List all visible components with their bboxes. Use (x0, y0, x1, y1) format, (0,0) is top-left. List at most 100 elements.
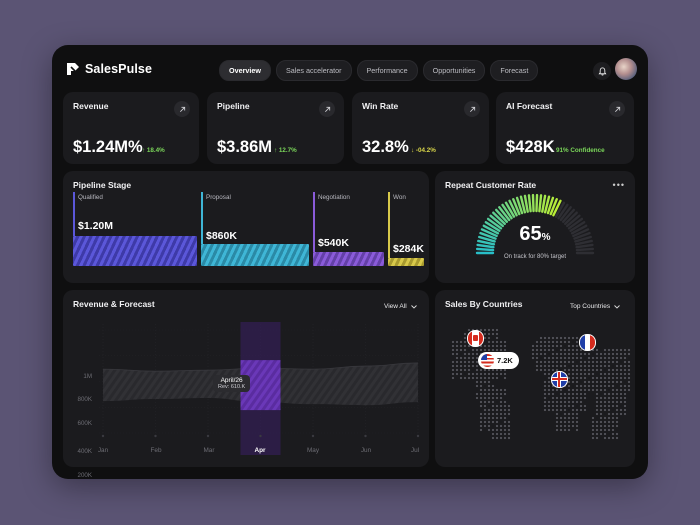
map-dot (479, 400, 483, 404)
map-dot (615, 424, 619, 428)
tab-opportunities[interactable]: Opportunities (422, 60, 486, 81)
open-pipeline-button[interactable] (319, 101, 335, 117)
flag-uk-icon[interactable] (551, 371, 568, 388)
map-dot (539, 352, 543, 356)
map-dot (587, 372, 591, 376)
map-dot (563, 428, 567, 432)
map-dot (583, 364, 587, 368)
map-dot (555, 364, 559, 368)
avatar[interactable] (615, 58, 637, 80)
view-all-dropdown[interactable]: View All (384, 303, 417, 310)
stage-bar-proposal[interactable] (201, 244, 309, 266)
x-tick-apr[interactable]: Apr (254, 447, 266, 454)
top-countries-dropdown[interactable]: Top Countries (570, 303, 620, 310)
map-dot (495, 332, 499, 336)
open-win-rate-button[interactable] (464, 101, 480, 117)
map-dot (475, 396, 479, 400)
map-dot (491, 436, 495, 440)
map-dot (555, 416, 559, 420)
map-dot (567, 372, 571, 376)
tab-overview[interactable]: Overview (219, 60, 271, 81)
tab-performance[interactable]: Performance (356, 60, 418, 81)
map-dot (611, 420, 615, 424)
map-dot (455, 344, 459, 348)
map-dot (571, 412, 575, 416)
map-dot (547, 344, 551, 348)
map-dot (551, 392, 555, 396)
map-dot (475, 356, 479, 360)
countries-title: Sales By Countries (445, 299, 523, 309)
map-dot (563, 400, 567, 404)
map-dot (595, 436, 599, 440)
tooltip-value: Rev: 610.K (218, 384, 246, 390)
map-dot (503, 368, 507, 372)
tab-sales-accelerator[interactable]: Sales accelerator (275, 60, 352, 81)
gauge-tick (549, 198, 558, 216)
kpi-card-win-rate: Win Rate 32.8% ↓ -04.2% (352, 92, 489, 164)
map-dot (547, 404, 551, 408)
map-dot (531, 348, 535, 352)
us-sales-pill[interactable]: 7.2K (478, 352, 519, 369)
map-dot (559, 396, 563, 400)
map-dot (579, 408, 583, 412)
map-dot (531, 352, 535, 356)
map-dot (591, 428, 595, 432)
map-dot (495, 344, 499, 348)
open-revenue-button[interactable] (174, 101, 190, 117)
app-name: SalesPulse (85, 62, 153, 76)
more-options-button[interactable]: ••• (612, 180, 625, 190)
stage-bar-won[interactable] (388, 258, 424, 266)
map-dot (599, 432, 603, 436)
stage-marker-negotiation (313, 192, 315, 252)
gauge-tick (546, 196, 555, 215)
map-dot (551, 368, 555, 372)
map-dot (495, 428, 499, 432)
map-dot (487, 392, 491, 396)
map-dot (575, 388, 579, 392)
map-dot (503, 424, 507, 428)
map-dot (595, 404, 599, 408)
map-dot (495, 348, 499, 352)
map-dot (623, 408, 627, 412)
map-dot (503, 420, 507, 424)
map-dot (483, 332, 487, 336)
map-dot (543, 360, 547, 364)
gauge-tick (552, 199, 562, 217)
map-dot (599, 376, 603, 380)
map-dot (507, 432, 511, 436)
map-dot (535, 344, 539, 348)
stage-bar-negotiation[interactable] (313, 252, 384, 266)
app-logo[interactable]: SalesPulse (66, 62, 152, 76)
map-dot (455, 368, 459, 372)
flag-canada-icon[interactable] (467, 330, 484, 347)
map-dot (475, 360, 479, 364)
flag-france-icon[interactable] (579, 334, 596, 351)
map-dot (575, 428, 579, 432)
tab-forecast[interactable]: Forecast (490, 60, 539, 81)
map-dot (571, 392, 575, 396)
map-dot (491, 344, 495, 348)
map-dot (479, 416, 483, 420)
map-dot (499, 432, 503, 436)
open-ai-forecast-button[interactable] (609, 101, 625, 117)
map-dot (539, 368, 543, 372)
map-dot (587, 368, 591, 372)
map-dot (579, 388, 583, 392)
map-dot (547, 356, 551, 360)
map-dot (607, 360, 611, 364)
map-dot (479, 392, 483, 396)
stage-bar-qualified[interactable] (73, 236, 197, 266)
y-tick-200k: 200K (77, 472, 92, 479)
map-dot (579, 400, 583, 404)
map-dot (459, 340, 463, 344)
map-dot (615, 368, 619, 372)
map-dot (551, 400, 555, 404)
view-all-label: View All (384, 303, 407, 310)
notifications-button[interactable] (593, 62, 611, 80)
map-dot (579, 396, 583, 400)
gauge-tick (479, 231, 497, 240)
map-dot (587, 380, 591, 384)
x-tick-mar: Mar (203, 447, 215, 454)
map-dot (567, 420, 571, 424)
map-dot (467, 356, 471, 360)
